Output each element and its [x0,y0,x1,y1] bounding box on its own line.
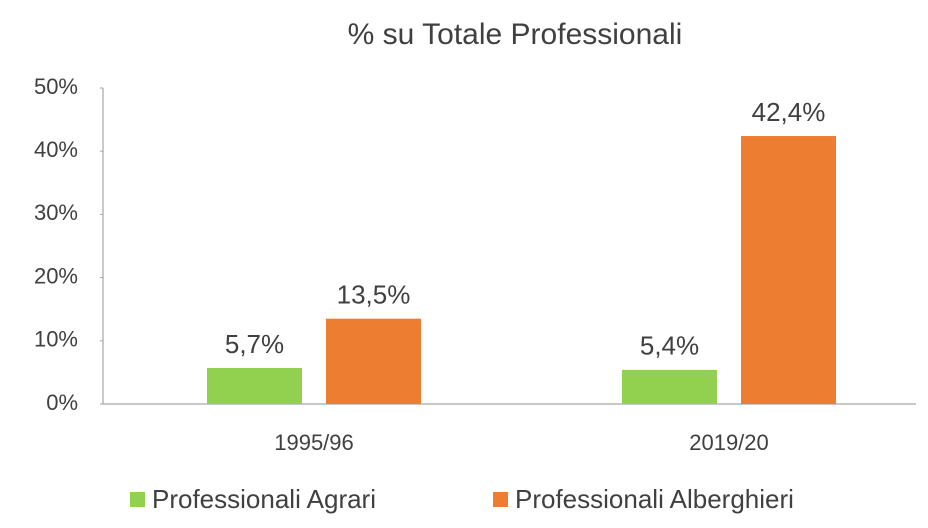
legend-label: Professionali Agrari [152,484,376,514]
y-tick-label: 50% [34,74,78,99]
y-tick-label: 0% [46,390,78,415]
bar [741,136,836,405]
y-tick-label: 30% [34,200,78,225]
value-label: 5,4% [640,331,699,361]
y-tick-label: 20% [34,263,78,288]
legend-swatch [130,492,145,507]
y-tick-label: 10% [34,327,78,352]
x-tick-label: 1995/96 [274,430,354,455]
bar [326,318,421,404]
bar [622,369,717,404]
legend-swatch [493,492,508,507]
chart-title: % su Totale Professionali [348,18,683,51]
legend-label: Professionali Alberghieri [515,484,794,514]
value-label: 5,7% [225,329,284,359]
x-tick-label: 2019/20 [689,430,769,455]
y-tick-label: 40% [34,137,78,162]
bar [207,367,302,404]
value-label: 42,4% [752,97,826,127]
value-label: 13,5% [337,280,411,310]
